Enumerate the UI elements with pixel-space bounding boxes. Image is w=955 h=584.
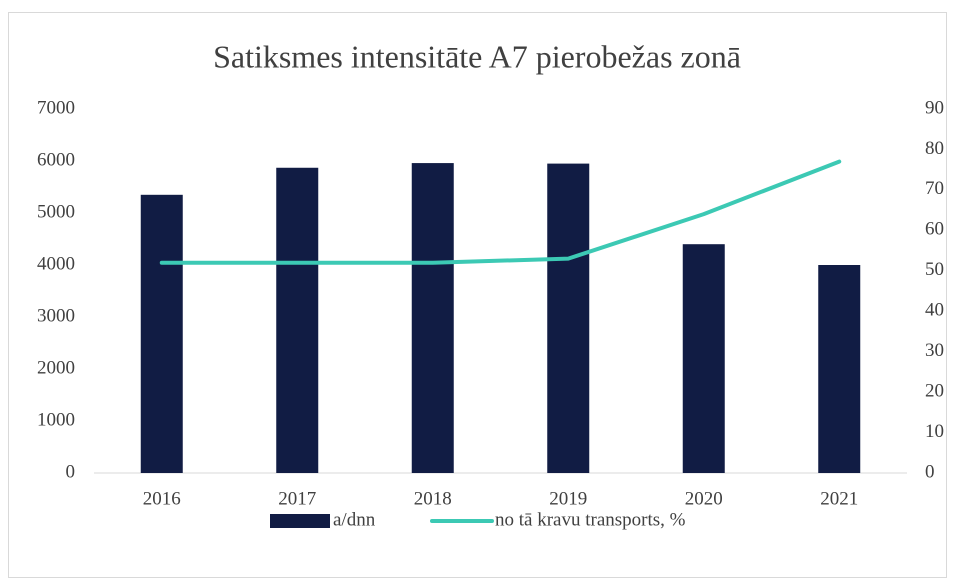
y2-tick-label: 60 (925, 219, 944, 240)
y2-tick-label: 50 (925, 259, 944, 280)
chart-title: Satiksmes intensitāte A7 pierobežas zonā (213, 38, 741, 74)
legend-swatch (270, 514, 330, 528)
x-tick-label: 2018 (414, 488, 452, 509)
y-tick-label: 3000 (37, 305, 75, 326)
y-tick-label: 6000 (37, 149, 75, 170)
y2-tick-label: 80 (925, 138, 944, 159)
y2-tick-label: 40 (925, 300, 944, 321)
y2-tick-label: 0 (925, 461, 935, 482)
y2-tick-label: 90 (925, 97, 944, 118)
bar (411, 163, 454, 473)
y-tick-label: 0 (66, 461, 76, 482)
legend-label: a/dnn (333, 509, 376, 530)
y-tick-label: 4000 (37, 253, 75, 274)
bar (682, 244, 725, 473)
y2-tick-label: 20 (925, 380, 944, 401)
y-tick-label: 1000 (37, 409, 75, 430)
y2-tick-label: 30 (925, 340, 944, 361)
x-tick-label: 2019 (549, 488, 587, 509)
y-tick-label: 5000 (37, 201, 75, 222)
y-tick-label: 7000 (37, 97, 75, 118)
x-tick-label: 2017 (278, 488, 316, 509)
bar (547, 163, 590, 473)
bar (276, 167, 319, 473)
bar (140, 194, 183, 474)
x-tick-label: 2020 (685, 488, 723, 509)
y2-tick-label: 70 (925, 178, 944, 199)
y2-tick-label: 10 (925, 421, 944, 442)
y-tick-label: 2000 (37, 357, 75, 378)
x-tick-label: 2016 (143, 488, 181, 509)
line (159, 159, 842, 265)
x-tick-label: 2021 (820, 488, 858, 509)
legend-label: no tā kravu transports, % (495, 509, 686, 530)
bar (818, 265, 861, 473)
